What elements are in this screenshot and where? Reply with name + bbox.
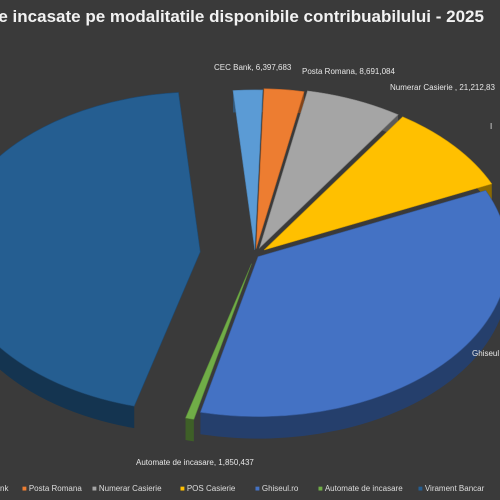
slice-cec-bank [232, 89, 263, 250]
slice-side-automate-de-incasare [185, 418, 194, 442]
legend-item-ghiseul: ■ Ghiseul.ro [255, 484, 298, 493]
legend-item-posta-romana: ■ Posta Romana [22, 484, 82, 493]
legend-label: Ghiseul.ro [261, 484, 299, 493]
slice-ghiseul-ro [200, 190, 500, 417]
slice-side-ghiseul-ro [200, 190, 500, 439]
data-label-posta-romana: Posta Romana, 8,691,084 [302, 67, 395, 76]
legend-item-numerar-casierie: ■ Numerar Casierie [92, 484, 162, 493]
legend-item-cec-bank: nk [0, 484, 8, 493]
legend-label: POS Casierie [186, 484, 236, 493]
legend-marker-icon: ■ [318, 484, 323, 493]
data-label-cec-bank: CEC Bank, 6,397,683 [214, 63, 292, 72]
slice-numerar-casierie [258, 90, 399, 249]
legend-label: Posta Romana [28, 484, 82, 493]
legend-item-automate: ■ Automate de incasare [318, 484, 403, 493]
legend-label: nk [0, 484, 9, 493]
legend-marker-icon: ■ [255, 484, 260, 493]
chart-legend: nk ■ Posta Romana ■ Numerar Casierie ■ POS … [0, 482, 500, 496]
data-label-automate: Automate de incasare, 1,850,437 [136, 458, 254, 467]
data-label-ghiseul: Ghiseul [472, 349, 500, 358]
legend-label: Numerar Casierie [98, 484, 162, 493]
legend-item-virament-bancar: ■ Virament Bancar [418, 484, 484, 493]
legend-marker-icon: ■ [92, 484, 97, 493]
legend-label: Automate de incasare [324, 484, 403, 493]
legend-item-pos-casierie: ■ POS Casierie [180, 484, 235, 493]
legend-marker-icon: ■ [418, 484, 423, 493]
data-label-numerar-casierie: Numerar Casierie , 21,212,83 [390, 83, 495, 92]
slice-virament-bancar [0, 92, 201, 407]
pie-slices [0, 88, 500, 442]
legend-marker-icon: ■ [180, 484, 185, 493]
legend-label: Virament Bancar [424, 484, 485, 493]
slice-automate-de-incasare [185, 263, 252, 420]
slice-posta-romana [255, 88, 305, 249]
slice-pos-casierie [263, 116, 493, 251]
legend-marker-icon: ■ [22, 484, 27, 493]
data-label-pos-casierie: I [490, 122, 493, 131]
chart-title: ne incasate pe modalitatile disponibile … [0, 7, 484, 26]
